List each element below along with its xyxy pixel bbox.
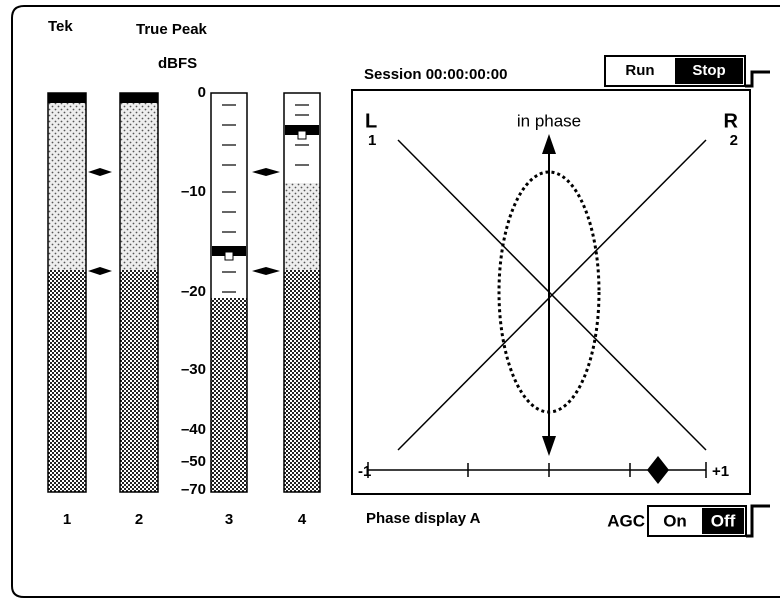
meter-label: 4 [298,511,307,528]
meter-3 [210,92,248,493]
session-label: Session 00:00:00:00 [364,66,507,83]
scale-label: –40 [181,421,206,438]
run-button[interactable]: Run [625,62,654,79]
right-channel: 2 [730,132,738,149]
brand: Tek [48,18,73,35]
scale-label: –50 [181,453,206,470]
agc-toggle[interactable]: On Off [647,504,770,538]
scale-label: 0 [198,84,206,101]
max-label: +1 [712,463,729,480]
meter-label: 3 [225,511,233,528]
meter-4 [283,92,321,493]
scale-label: –10 [181,183,206,200]
mode: True Peak [136,21,208,38]
phase-title: Phase display A [366,510,481,527]
unit: dBFS [158,55,197,72]
scale-label: –30 [181,361,206,378]
left-channel: 1 [368,132,376,149]
frame [11,5,780,598]
stop-button[interactable]: Stop [692,62,725,79]
min-label: -1 [358,463,371,480]
right-label: R [724,110,739,132]
run-stop[interactable]: Run Stop [604,55,770,88]
left-label: L [365,110,377,132]
meter-2 [119,92,159,493]
in-phase-label: in phase [517,111,581,130]
agc-on[interactable]: On [663,511,687,530]
scale-label: –70 [181,481,206,498]
phase-display: L 1 R 2 in phase -1 +1 [351,89,751,495]
meter-label: 2 [135,511,143,528]
agc-label: AGC [607,511,645,530]
meter-1 [47,92,87,493]
level-markers [88,168,280,275]
agc-off[interactable]: Off [711,511,736,530]
meter-label: 1 [63,511,71,528]
scale-label: –20 [181,283,206,300]
